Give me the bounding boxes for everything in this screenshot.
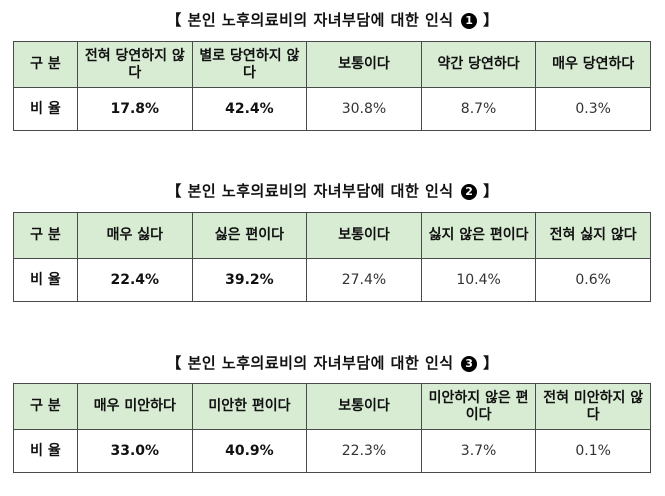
value-cell: 10.4% — [420, 258, 537, 302]
table-1-title: 【 본인 노후의료비의 자녀부담에 대한 인식 1 】 — [0, 9, 665, 30]
header-cell: 전혀 당연하지 않다 — [77, 41, 193, 88]
value-cell: 0.3% — [535, 87, 651, 131]
table-2-header-row: 구 분 매우 싫다 싫은 편이다 보통이다 싫지 않은 편이다 전혀 싫지 않다 — [13, 212, 651, 259]
header-cell: 싫지 않은 편이다 — [420, 212, 537, 259]
table-1-value-row: 비 율 17.8% 42.4% 30.8% 8.7% 0.3% — [13, 87, 651, 131]
header-category: 구 분 — [13, 212, 78, 259]
table-1-number-badge: 1 — [461, 13, 478, 29]
table-2-title-bracket: 】 — [483, 182, 499, 200]
value-cell: 40.9% — [191, 429, 308, 473]
header-cell: 매우 싫다 — [77, 212, 193, 259]
header-cell: 전혀 미안하지 않다 — [535, 383, 651, 430]
header-cell: 미안하지 않은 편이다 — [420, 383, 537, 430]
header-category: 구 분 — [13, 41, 78, 88]
header-cell: 보통이다 — [306, 383, 422, 430]
value-cell: 0.1% — [535, 429, 651, 473]
table-3-number-badge: 3 — [461, 356, 478, 372]
header-cell: 보통이다 — [306, 41, 422, 88]
value-cell: 42.4% — [191, 87, 308, 131]
table-1-title-bracket: 】 — [483, 11, 499, 29]
table-3-title-text: 【 본인 노후의료비의 자녀부담에 대한 인식 — [166, 354, 454, 372]
header-category: 구 분 — [13, 383, 78, 430]
table-3-header-row: 구 분 매우 미안하다 미안한 편이다 보통이다 미안하지 않은 편이다 전혀 … — [13, 383, 651, 430]
table-2-number-badge: 2 — [461, 184, 478, 200]
table-1: 구 분 전혀 당연하지 않다 별로 당연하지 않다 보통이다 약간 당연하다 매… — [13, 41, 651, 131]
header-cell: 전혀 싫지 않다 — [535, 212, 651, 259]
table-2-title-text: 【 본인 노후의료비의 자녀부담에 대한 인식 — [166, 182, 454, 200]
value-cell: 39.2% — [191, 258, 308, 302]
value-cell: 22.4% — [77, 258, 193, 302]
header-cell: 별로 당연하지 않다 — [191, 41, 308, 88]
table-2-title: 【 본인 노후의료비의 자녀부담에 대한 인식 2 】 — [0, 180, 665, 201]
table-3-title-bracket: 】 — [483, 354, 499, 372]
value-cell: 0.6% — [535, 258, 651, 302]
table-2: 구 분 매우 싫다 싫은 편이다 보통이다 싫지 않은 편이다 전혀 싫지 않다… — [13, 212, 651, 302]
table-2-value-row: 비 율 22.4% 39.2% 27.4% 10.4% 0.6% — [13, 258, 651, 302]
value-cell: 22.3% — [306, 429, 422, 473]
row-label: 비 율 — [13, 258, 78, 302]
table-1-title-text: 【 본인 노후의료비의 자녀부담에 대한 인식 — [166, 11, 454, 29]
value-cell: 17.8% — [77, 87, 193, 131]
row-label: 비 율 — [13, 87, 78, 131]
header-cell: 매우 당연하다 — [535, 41, 651, 88]
value-cell: 30.8% — [306, 87, 422, 131]
value-cell: 3.7% — [420, 429, 537, 473]
value-cell: 8.7% — [420, 87, 537, 131]
header-cell: 매우 미안하다 — [77, 383, 193, 430]
value-cell: 33.0% — [77, 429, 193, 473]
table-3-value-row: 비 율 33.0% 40.9% 22.3% 3.7% 0.1% — [13, 429, 651, 473]
header-cell: 약간 당연하다 — [420, 41, 537, 88]
table-3-title: 【 본인 노후의료비의 자녀부담에 대한 인식 3 】 — [0, 352, 665, 373]
row-label: 비 율 — [13, 429, 78, 473]
header-cell: 싫은 편이다 — [191, 212, 308, 259]
value-cell: 27.4% — [306, 258, 422, 302]
header-cell: 보통이다 — [306, 212, 422, 259]
table-1-header-row: 구 분 전혀 당연하지 않다 별로 당연하지 않다 보통이다 약간 당연하다 매… — [13, 41, 651, 88]
header-cell: 미안한 편이다 — [191, 383, 308, 430]
table-3: 구 분 매우 미안하다 미안한 편이다 보통이다 미안하지 않은 편이다 전혀 … — [13, 383, 651, 473]
